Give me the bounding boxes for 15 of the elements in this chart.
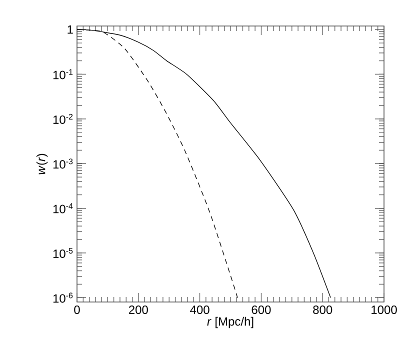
x-axis-title: r [Mpc/h] [207, 316, 254, 328]
x-tick-label: 800 [313, 306, 332, 314]
y-tick-label: 10$^{-2}$ [53, 114, 73, 124]
y-tick-label: 10$^{-6}$ [53, 292, 73, 303]
y-tick-label: 1 [68, 25, 73, 34]
y-tick-label: 10$^{-5}$ [53, 248, 73, 258]
x-tick-label: 400 [190, 306, 210, 314]
y-tick-label: 10$^{-3}$ [53, 158, 73, 169]
x-tick-label: 200 [128, 306, 148, 314]
y-tick-label: 10$^{-1}$ [53, 69, 73, 80]
y-axis-title: w(r) [36, 154, 48, 174]
x-tick-label: 0 [74, 306, 80, 314]
x-tick-label: 600 [252, 306, 271, 314]
x-tick-label: 1000 [372, 306, 397, 314]
y-tick-label: 10$^{-4}$ [53, 203, 73, 214]
